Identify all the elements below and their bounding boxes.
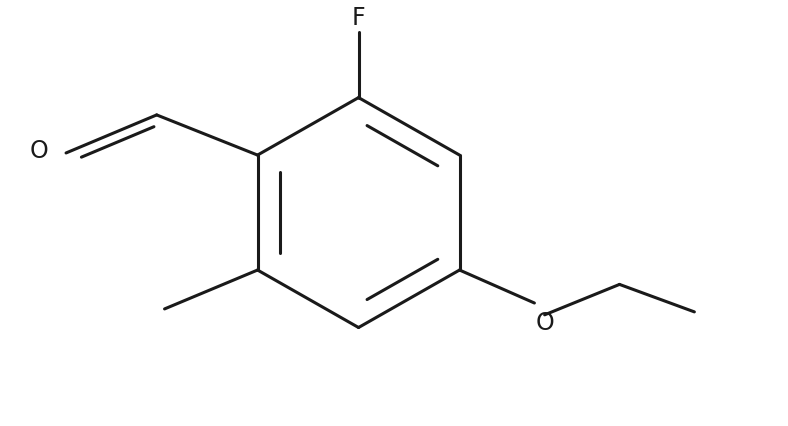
Text: O: O [535,311,554,334]
Text: F: F [351,6,366,30]
Text: O: O [30,139,49,163]
